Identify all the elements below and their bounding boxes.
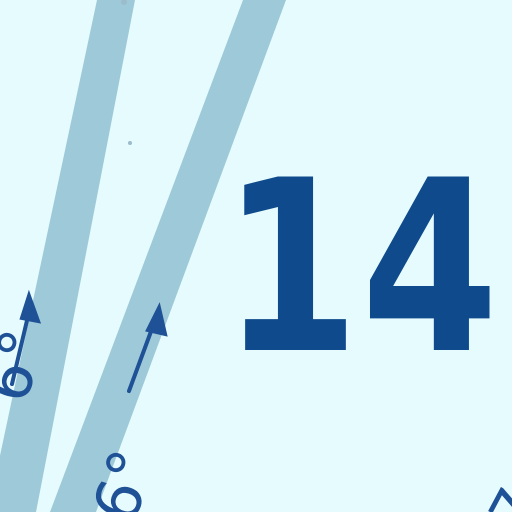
route-band-right: [50, 0, 286, 512]
runway-number-label: 142: [222, 130, 512, 407]
arrow-left: [10, 289, 42, 386]
map-speck: [128, 141, 132, 145]
route-band-left: [0, 0, 135, 512]
arrow-middle: [127, 302, 168, 393]
map-speck: [121, 0, 127, 5]
